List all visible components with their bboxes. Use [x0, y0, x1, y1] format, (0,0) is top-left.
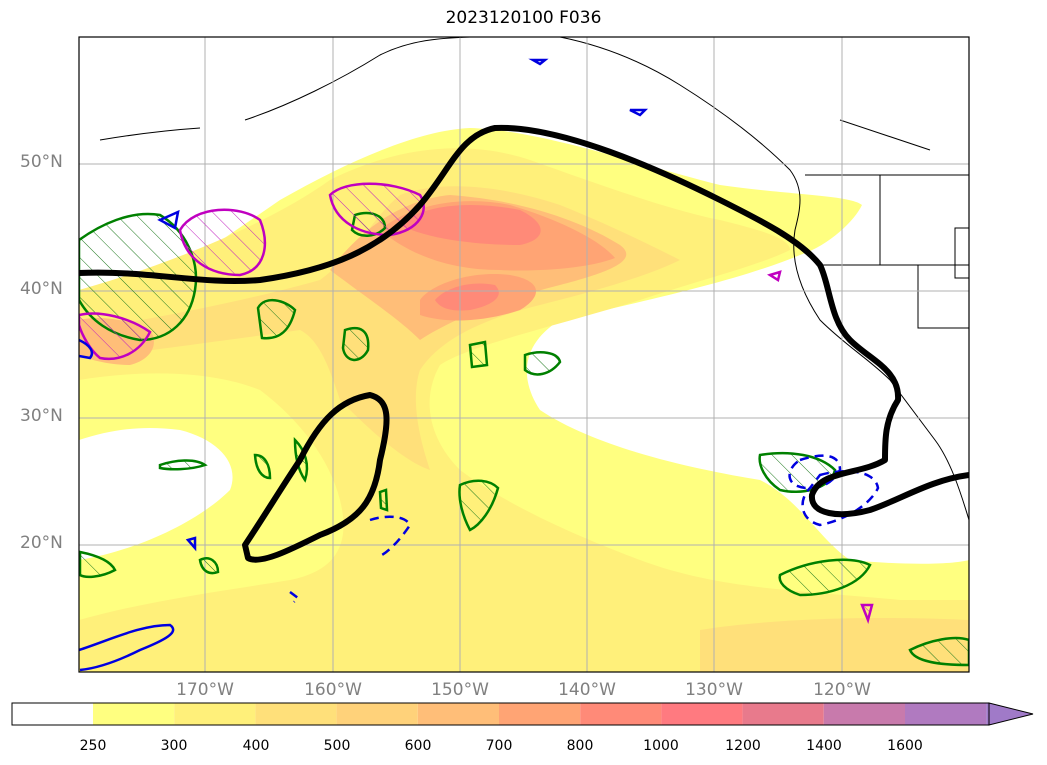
lon-label: 140°W — [558, 680, 616, 700]
colorbar-cell — [986, 703, 989, 725]
hatched-contour — [79, 211, 969, 667]
colorbar-label: 600 — [404, 738, 432, 754]
lon-label: 120°W — [813, 680, 871, 700]
colorbar-cell — [174, 703, 256, 725]
colorbar-cell — [417, 703, 499, 725]
lat-label: 20°N — [20, 533, 63, 553]
colorbar-cell — [499, 703, 581, 725]
colorbar-cell — [823, 703, 905, 725]
colorbar-label: 700 — [485, 738, 513, 754]
lat-label: 30°N — [20, 406, 63, 426]
colorbar-label: 800 — [566, 738, 594, 754]
lon-label: 130°W — [685, 680, 743, 700]
colorbar-cell — [336, 703, 418, 725]
colorbar-label: 1400 — [806, 738, 842, 754]
lon-label: 160°W — [304, 680, 362, 700]
coastlines — [99, 37, 969, 521]
lon-label: 150°W — [431, 680, 489, 700]
colorbar-label: 250 — [79, 738, 107, 754]
colorbar-cell — [93, 703, 175, 725]
colorbar-cell — [742, 703, 824, 725]
colorbar-label: 300 — [160, 738, 188, 754]
map-title: 2023120100 F036 — [445, 8, 602, 28]
lon-label: 170°W — [176, 680, 234, 700]
colorbar-label: 400 — [242, 738, 270, 754]
colorbar-cell — [12, 703, 93, 725]
colorbar-cell — [905, 703, 987, 725]
lat-label: 40°N — [20, 279, 63, 299]
blue-contour — [79, 58, 649, 672]
lat-label: 50°N — [20, 152, 63, 172]
hatched-contour-magenta — [79, 182, 874, 624]
colorbar-label: 1600 — [887, 738, 923, 754]
colorbar-cell — [661, 703, 743, 725]
bold-contour — [79, 124, 969, 563]
colorbar — [11, 702, 1034, 726]
colorbar-label: 1000 — [643, 738, 679, 754]
colorbar-label: 500 — [323, 738, 351, 754]
colorbar-cell — [255, 703, 337, 725]
colorbar-cell — [580, 703, 662, 725]
colorbar-label: 1200 — [725, 738, 761, 754]
